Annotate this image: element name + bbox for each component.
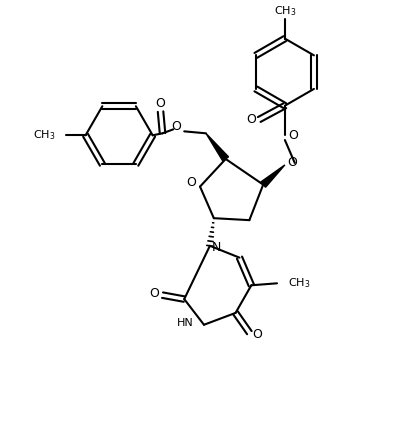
Text: O: O [246, 113, 256, 126]
Polygon shape [206, 133, 229, 161]
Text: CH$_3$: CH$_3$ [34, 128, 56, 142]
Text: O: O [150, 287, 160, 300]
Text: HN: HN [177, 318, 194, 328]
Text: O: O [156, 97, 166, 110]
Text: CH$_3$: CH$_3$ [274, 4, 296, 18]
Text: O: O [288, 129, 298, 142]
Text: O: O [252, 328, 262, 341]
Text: O: O [171, 120, 181, 133]
Text: O: O [287, 156, 297, 169]
Text: N: N [212, 241, 221, 254]
Text: O: O [186, 176, 196, 189]
Polygon shape [261, 165, 285, 187]
Text: CH$_3$: CH$_3$ [288, 276, 311, 290]
